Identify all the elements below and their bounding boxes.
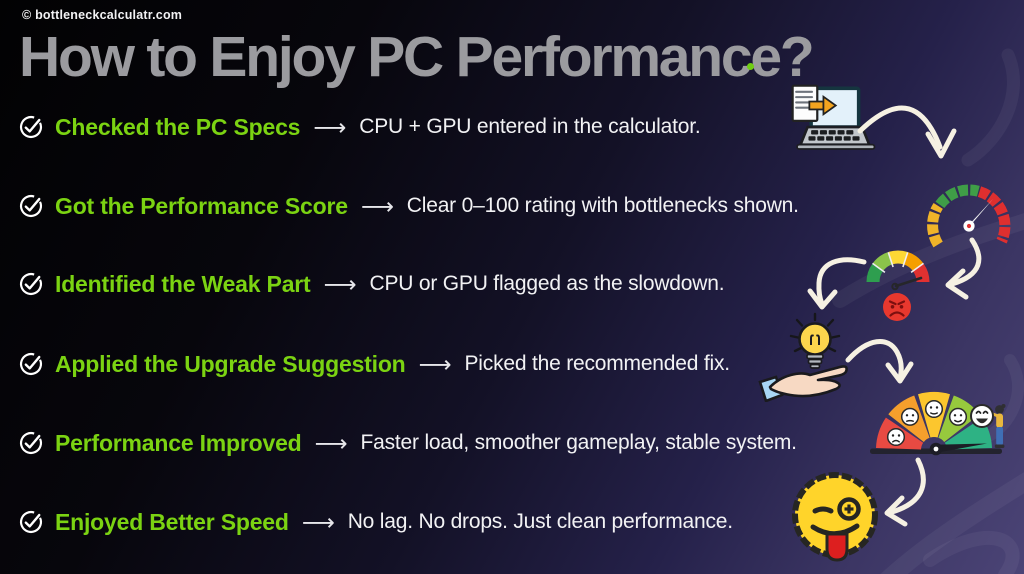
checklist-item: Checked the PC Specs ⟶ CPU + GPU entered… [18, 109, 701, 145]
arrow-satisfaction-to-emoji [889, 457, 926, 515]
checklist-label: Identified the Weak Part [55, 270, 311, 297]
transfer-arrow-icon [808, 94, 838, 116]
circled-check-icon [19, 194, 43, 218]
checklist-description: CPU or GPU flagged as the slowdown. [369, 272, 725, 295]
right-arrow-glyph: ⟶ [360, 192, 394, 219]
checklist-label: Got the Performance Score [55, 192, 348, 219]
laptop-document-icon [791, 84, 876, 150]
checklist-description: CPU + GPU entered in the calculator. [359, 115, 701, 138]
right-arrow-glyph: ⟶ [418, 350, 452, 377]
right-arrow-glyph: ⟶ [313, 113, 347, 140]
copyright-text: © bottleneckcalculatr.com [22, 8, 183, 22]
circled-check-icon [19, 352, 43, 376]
title-accent-dot [747, 63, 754, 70]
angry-face [883, 293, 911, 321]
checklist-label: Enjoyed Better Speed [55, 508, 289, 535]
arrow-gauge-to-angry [949, 237, 982, 287]
checklist-item: Performance Improved ⟶ Faster load, smoo… [18, 425, 797, 461]
circled-check-icon [19, 272, 43, 296]
checklist-label: Applied the Upgrade Suggestion [55, 350, 406, 377]
checklist-label: Performance Improved [55, 429, 302, 456]
laughing-face [970, 404, 994, 428]
checklist-label: Checked the PC Specs [55, 113, 301, 140]
checklist-description: Faster load, smoother gameplay, stable s… [360, 431, 797, 454]
arrow-bulb-to-satisfaction [845, 339, 904, 381]
right-arrow-glyph: ⟶ [301, 508, 335, 535]
right-arrow-glyph: ⟶ [323, 270, 357, 297]
speedometer-icon [927, 184, 1011, 248]
arrow-laptop-to-gauge [857, 105, 943, 150]
circled-check-icon [19, 431, 43, 455]
circled-check-icon [19, 115, 43, 139]
checklist-item: Identified the Weak Part ⟶ CPU or GPU fl… [18, 266, 725, 302]
gauge-faces [886, 399, 968, 447]
checklist-description: Clear 0–100 rating with bottlenecks show… [406, 194, 799, 217]
arrow-angry-to-bulb [816, 257, 867, 307]
page-title: How to Enjoy PC Performance? [19, 25, 815, 89]
satisfaction-gauge-icon [870, 391, 1006, 456]
checklist-item: Got the Performance Score ⟶ Clear 0–100 … [18, 188, 799, 224]
checklist-description: Picked the recommended fix. [464, 352, 731, 375]
checklist-item: Applied the Upgrade Suggestion ⟶ Picked … [18, 346, 730, 382]
checklist-description: No lag. No drops. Just clean performance… [347, 510, 733, 533]
checklist-item: Enjoyed Better Speed ⟶ No lag. No drops.… [18, 504, 733, 540]
circled-check-icon [19, 510, 43, 534]
person-figure [987, 404, 1006, 448]
gauge-angry-face-icon [866, 250, 930, 321]
hand-lightbulb-icon [758, 312, 848, 402]
right-arrow-glyph: ⟶ [314, 429, 348, 456]
wink-tongue-emoji-icon [792, 472, 878, 562]
